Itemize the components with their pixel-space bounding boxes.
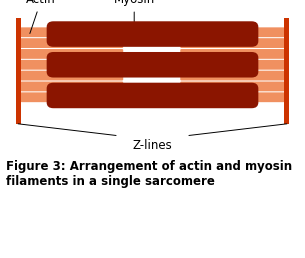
FancyBboxPatch shape bbox=[20, 27, 123, 37]
Text: Z-lines: Z-lines bbox=[133, 139, 172, 152]
Text: Figure 3: Arrangement of actin and myosin
filaments in a single sarcomere: Figure 3: Arrangement of actin and myosi… bbox=[6, 160, 292, 188]
FancyBboxPatch shape bbox=[20, 60, 123, 70]
FancyBboxPatch shape bbox=[180, 38, 285, 48]
FancyBboxPatch shape bbox=[47, 52, 258, 77]
FancyBboxPatch shape bbox=[20, 38, 123, 48]
FancyBboxPatch shape bbox=[180, 60, 285, 70]
FancyBboxPatch shape bbox=[180, 82, 285, 91]
FancyBboxPatch shape bbox=[47, 21, 258, 47]
FancyBboxPatch shape bbox=[284, 18, 289, 124]
FancyBboxPatch shape bbox=[180, 92, 285, 102]
FancyBboxPatch shape bbox=[180, 27, 285, 37]
Text: Actin: Actin bbox=[26, 0, 56, 34]
FancyBboxPatch shape bbox=[16, 18, 21, 124]
FancyBboxPatch shape bbox=[20, 71, 123, 80]
Text: Myosin: Myosin bbox=[113, 0, 155, 23]
FancyBboxPatch shape bbox=[180, 49, 285, 59]
FancyBboxPatch shape bbox=[20, 82, 123, 91]
FancyBboxPatch shape bbox=[20, 92, 123, 102]
FancyBboxPatch shape bbox=[180, 71, 285, 80]
FancyBboxPatch shape bbox=[47, 83, 258, 108]
FancyBboxPatch shape bbox=[20, 49, 123, 59]
